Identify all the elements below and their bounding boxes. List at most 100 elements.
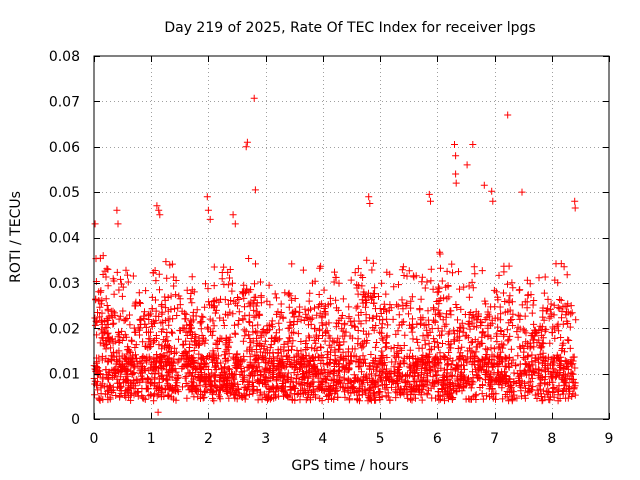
data-point [121,363,129,371]
data-point [255,379,263,387]
data-point [124,345,132,353]
data-point [452,179,460,187]
data-point [250,296,258,304]
data-point [178,352,186,359]
data-point [534,370,542,378]
data-point [339,295,347,303]
data-point [369,359,377,367]
data-point [155,383,163,391]
data-point [436,250,444,258]
data-point [426,366,434,374]
data-point [242,143,250,151]
data-point [380,361,388,369]
data-point [165,321,173,329]
data-point [171,305,178,313]
data-point [544,295,552,303]
data-point [324,350,332,358]
data-point [455,381,463,389]
data-point [311,304,318,312]
grid-lines [94,56,609,419]
data-point [481,316,489,323]
data-point [326,359,333,366]
data-point [170,395,177,403]
data-point [390,352,398,360]
data-point [206,380,214,388]
data-point [566,387,574,395]
data-point [104,357,112,365]
data-point [528,358,536,366]
data-point [252,293,260,301]
data-point [98,321,106,329]
data-point [405,353,413,361]
data-point [400,342,408,349]
data-point [250,306,258,314]
data-point [109,307,117,315]
data-point [100,328,108,336]
data-point [105,375,113,383]
data-point [137,372,145,380]
data-point [123,377,131,385]
data-point [545,314,553,322]
data-point [359,291,367,299]
data-point [142,323,150,331]
data-point [153,202,161,210]
data-point [562,311,570,319]
data-point [321,337,329,345]
data-point [167,292,175,300]
data-point [170,282,178,290]
data-point [449,394,457,401]
data-point [478,328,486,336]
data-point [437,364,445,372]
data-point [160,393,168,400]
data-point [407,304,415,312]
data-point [435,311,443,319]
data-point [564,394,572,402]
data-point [563,271,571,279]
data-point [199,394,207,402]
data-point [104,358,112,366]
y-tick-label: 0.01 [49,367,80,383]
data-point [383,333,391,341]
data-point [115,328,122,336]
data-point [501,391,509,398]
data-point [487,334,495,342]
data-point [444,282,452,290]
data-point [427,265,435,273]
data-point [134,388,141,396]
data-point [220,322,228,329]
data-point [375,293,382,300]
data-point [161,293,169,301]
data-point [155,206,163,214]
data-point [478,390,486,398]
data-point [363,337,371,344]
data-point [405,267,413,275]
data-point [255,311,263,319]
data-point [260,373,268,381]
data-point [99,271,107,278]
data-point [327,343,335,351]
data-point [368,266,376,274]
data-point [211,373,219,381]
data-point [263,322,271,330]
data-point [351,323,359,331]
data-point [246,318,254,326]
data-point [196,374,204,382]
data-point [172,376,180,384]
data-point [231,355,239,363]
data-point [438,327,446,335]
data-point [391,358,399,366]
data-point [194,393,202,401]
data-point [518,301,526,309]
data-point [521,379,528,387]
data-point [240,352,248,360]
data-point [359,274,367,281]
data-point [128,337,136,345]
data-point [333,304,340,312]
data-point [444,360,452,368]
data-point [127,383,135,391]
data-point [183,332,191,339]
data-point [483,392,491,400]
data-point [441,354,449,361]
data-point [288,309,296,317]
data-point [148,305,156,313]
